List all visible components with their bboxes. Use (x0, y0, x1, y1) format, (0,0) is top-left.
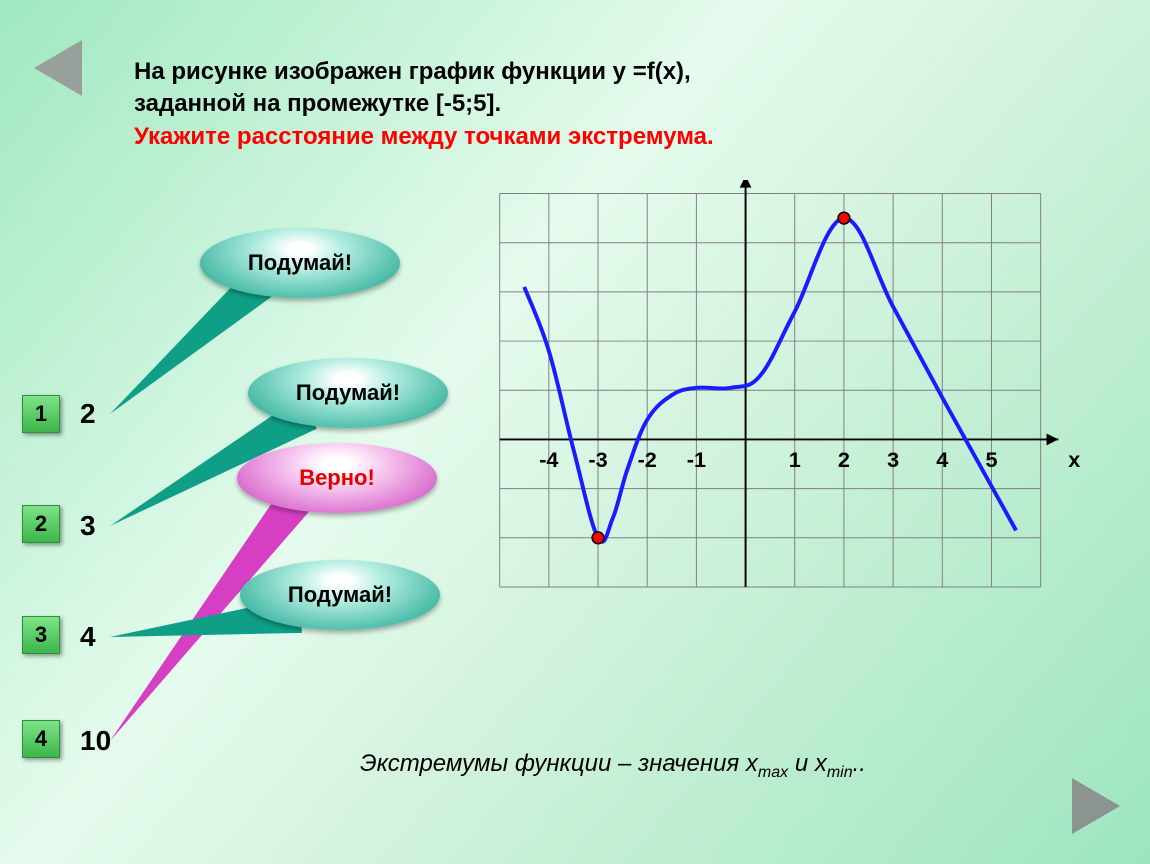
feedback-bubble: Подумай! (200, 228, 400, 298)
svg-text:-1: -1 (687, 447, 706, 472)
feedback-text: Верно! (299, 465, 375, 491)
nav-prev-button[interactable] (34, 40, 82, 96)
footnote-prefix: Экстремумы функции – значения x (360, 750, 758, 777)
feedback-bubble: Подумай! (240, 560, 440, 630)
option-value-1: 2 (80, 398, 96, 430)
option-button-1[interactable]: 1 (22, 395, 60, 433)
feedback-bubble: Подумай! (248, 358, 448, 428)
svg-text:3: 3 (887, 447, 899, 472)
svg-text:-2: -2 (638, 447, 657, 472)
svg-text:2: 2 (838, 447, 850, 472)
question-highlight: Укажите расстояние между точками экстрем… (134, 123, 714, 150)
footnote-sub1: max (758, 764, 788, 781)
svg-text:4: 4 (936, 447, 948, 472)
option-value-4: 10 (80, 725, 111, 757)
nav-next-button[interactable] (1072, 778, 1120, 834)
question-text: На рисунке изображен график функции y =f… (134, 56, 874, 153)
footnote-suffix: .. (853, 750, 866, 777)
question-line1: На рисунке изображен график функции y =f… (134, 58, 691, 85)
feedback-bubble: Верно! (237, 443, 437, 513)
chart: -4 -3 -2 -1 1 2 3 4 5 x (480, 180, 1080, 630)
question-line2: заданной на промежутке [-5;5]. (134, 90, 501, 117)
option-value-3: 4 (80, 621, 96, 653)
feedback-text: Подумай! (248, 250, 352, 276)
svg-text:x: x (1068, 447, 1080, 472)
feedback-text: Подумай! (288, 582, 392, 608)
option-value-2: 3 (80, 510, 96, 542)
option-button-2[interactable]: 2 (22, 505, 60, 543)
footnote-mid: и x (788, 750, 827, 777)
svg-text:-4: -4 (539, 447, 558, 472)
footnote-sub2: min (827, 764, 853, 781)
svg-text:5: 5 (985, 447, 997, 472)
option-button-3[interactable]: 3 (22, 616, 60, 654)
svg-text:1: 1 (789, 447, 801, 472)
option-button-4[interactable]: 4 (22, 720, 60, 758)
chart-svg: -4 -3 -2 -1 1 2 3 4 5 x (480, 180, 1080, 630)
svg-text:-3: -3 (588, 447, 607, 472)
feedback-text: Подумай! (296, 380, 400, 406)
footnote: Экстремумы функции – значения xmax и xmi… (360, 750, 866, 782)
